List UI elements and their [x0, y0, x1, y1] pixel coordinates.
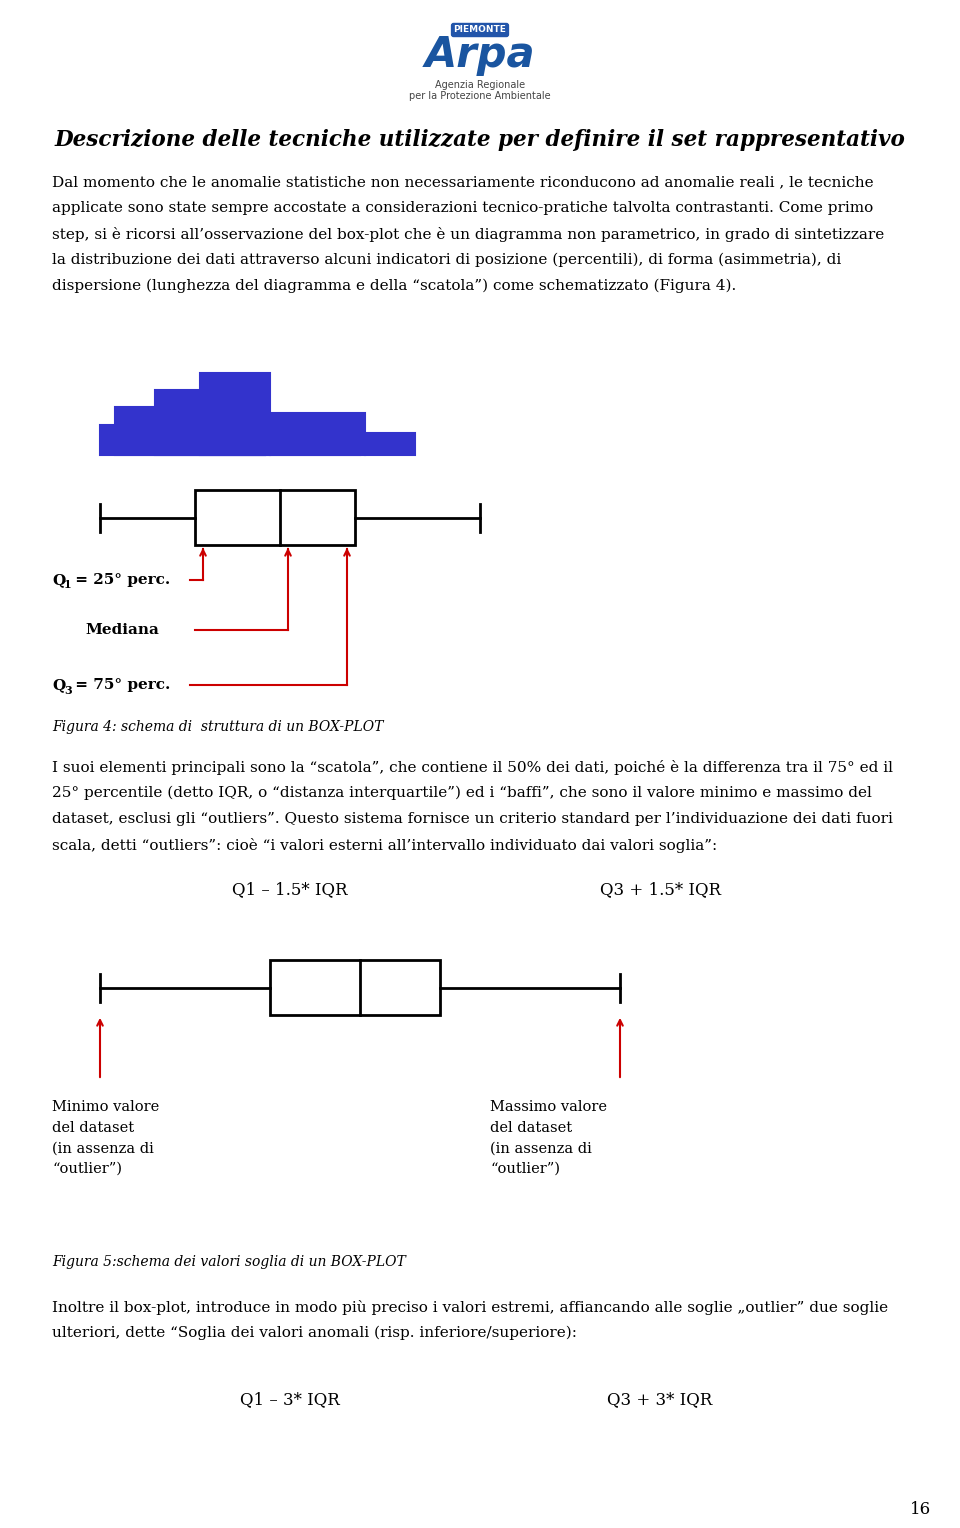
Text: Massimo valore
del dataset
(in assenza di
“outlier”): Massimo valore del dataset (in assenza d…: [490, 1100, 607, 1177]
Text: Q3 + 3* IQR: Q3 + 3* IQR: [608, 1392, 712, 1409]
Text: ulteriori, dette “Soglia dei valori anomali (risp. inferiore/superiore):: ulteriori, dette “Soglia dei valori anom…: [52, 1326, 577, 1340]
Text: PIEMONTE: PIEMONTE: [453, 26, 507, 35]
Text: = 75° perc.: = 75° perc.: [70, 678, 170, 692]
Text: Figura 5:schema dei valori soglia di un BOX-PLOT: Figura 5:schema dei valori soglia di un …: [52, 1254, 406, 1268]
Text: Minimo valore
del dataset
(in assenza di
“outlier”): Minimo valore del dataset (in assenza di…: [52, 1100, 159, 1177]
Text: Q1 – 3* IQR: Q1 – 3* IQR: [240, 1392, 340, 1409]
Text: 16: 16: [909, 1502, 930, 1519]
Text: 3: 3: [64, 685, 72, 695]
Text: Mediana: Mediana: [85, 623, 158, 637]
Text: dataset, esclusi gli “outliers”. Questo sistema fornisce un criterio standard pe: dataset, esclusi gli “outliers”. Questo …: [52, 811, 893, 827]
Text: Q3 + 1.5* IQR: Q3 + 1.5* IQR: [599, 882, 721, 898]
Text: Inoltre il box-plot, introduce in modo più preciso i valori estremi, affiancando: Inoltre il box-plot, introduce in modo p…: [52, 1300, 888, 1316]
Text: Arpa: Arpa: [424, 34, 536, 76]
Bar: [195, 490, 355, 545]
Text: step, si è ricorsi all’osservazione del box-plot che è un diagramma non parametr: step, si è ricorsi all’osservazione del …: [52, 228, 884, 241]
Text: Dal momento che le anomalie statistiche non necessariamente riconducono ad anoma: Dal momento che le anomalie statistiche …: [52, 176, 874, 189]
Text: Agenzia Regionale: Agenzia Regionale: [435, 79, 525, 90]
Bar: [365, 432, 415, 455]
Bar: [270, 960, 440, 1015]
Text: dispersione (lunghezza del diagramma e della “scatola”) come schematizzato (Figu: dispersione (lunghezza del diagramma e d…: [52, 280, 736, 293]
Text: Figura 4: schema di  struttura di un BOX-PLOT: Figura 4: schema di struttura di un BOX-…: [52, 720, 383, 733]
Text: = 25° perc.: = 25° perc.: [70, 573, 170, 587]
Text: 25° percentile (detto IQR, o “distanza interquartile”) ed i “baffi”, che sono il: 25° percentile (detto IQR, o “distanza i…: [52, 785, 872, 801]
Bar: [155, 390, 265, 455]
Text: Q: Q: [52, 678, 65, 692]
Text: I suoi elementi principali sono la “scatola”, che contiene il 50% dei dati, poic: I suoi elementi principali sono la “scat…: [52, 759, 893, 775]
Text: applicate sono state sempre accostate a considerazioni tecnico-pratiche talvolta: applicate sono state sempre accostate a …: [52, 202, 874, 215]
Text: per la Protezione Ambientale: per la Protezione Ambientale: [409, 92, 551, 101]
Bar: [100, 425, 360, 455]
Text: 1: 1: [64, 579, 72, 590]
Text: Descrizione delle tecniche utilizzate per definire il set rappresentativo: Descrizione delle tecniche utilizzate pe…: [55, 128, 905, 151]
Text: scala, detti “outliers”: cioè “i valori esterni all’intervallo individuato dai v: scala, detti “outliers”: cioè “i valori …: [52, 837, 717, 853]
Bar: [270, 413, 365, 455]
Text: la distribuzione dei dati attraverso alcuni indicatori di posizione (percentili): la distribuzione dei dati attraverso alc…: [52, 254, 841, 267]
Text: Q: Q: [52, 573, 65, 587]
Bar: [200, 373, 270, 455]
Bar: [115, 406, 265, 455]
Text: Q1 – 1.5* IQR: Q1 – 1.5* IQR: [232, 882, 348, 898]
